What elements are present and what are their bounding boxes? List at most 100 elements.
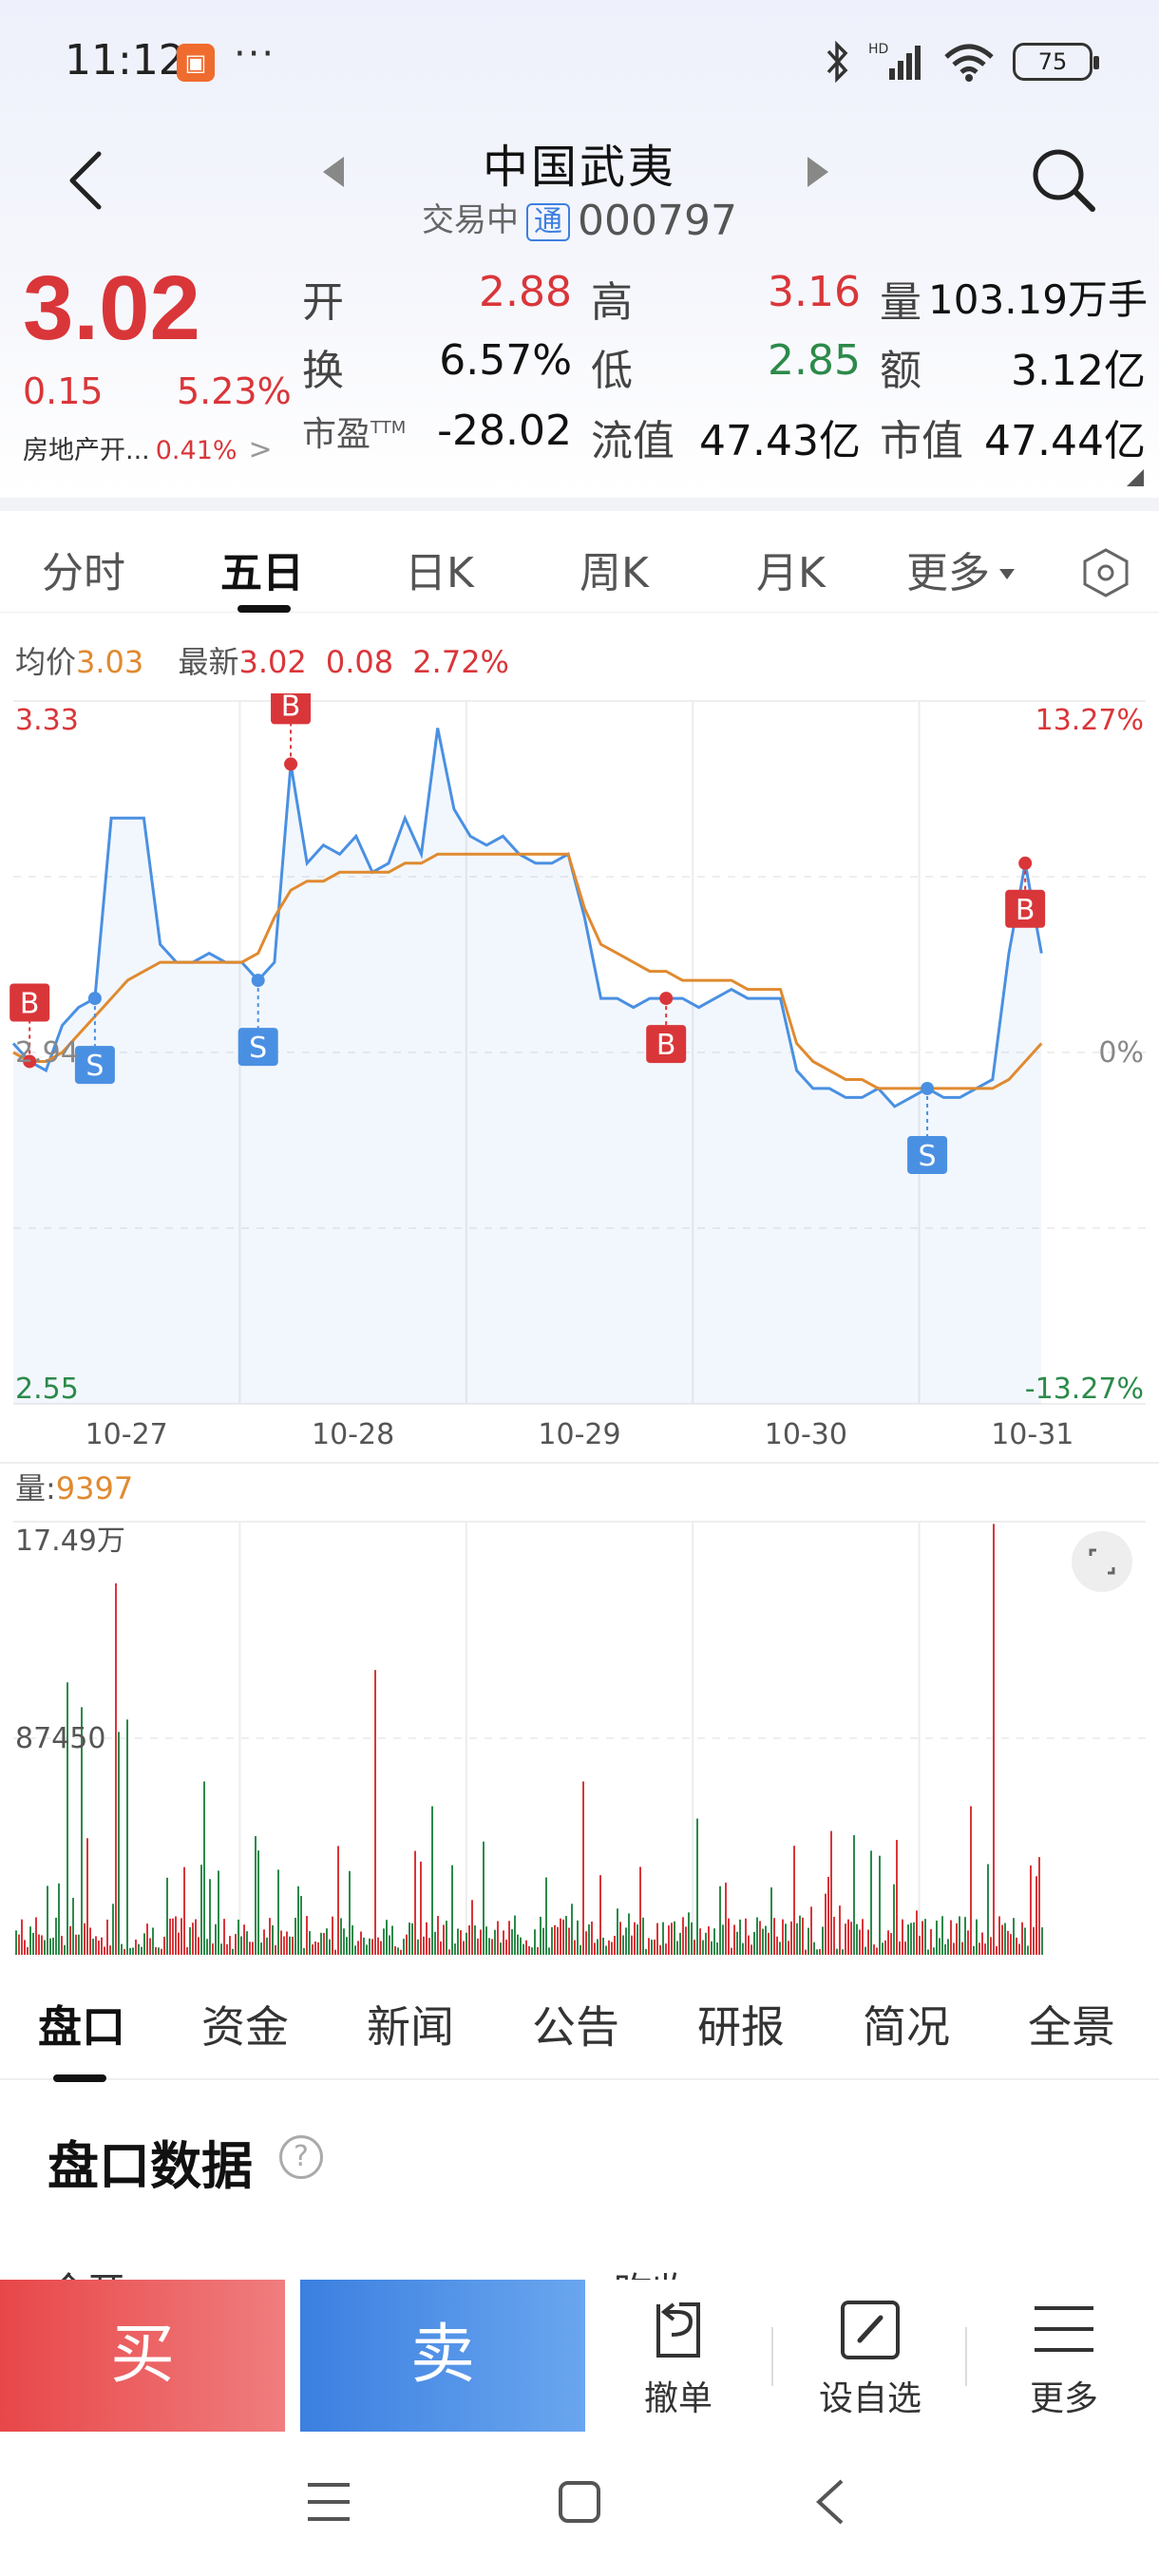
- trade-marker-badge: [10, 983, 50, 1022]
- volume-bar: [215, 1923, 217, 1955]
- volume-bar: [542, 1927, 544, 1955]
- volume-bar: [545, 1877, 547, 1955]
- volume-bar: [682, 1917, 684, 1955]
- volume-bar: [565, 1916, 567, 1955]
- tab-capital[interactable]: 资金: [201, 2001, 289, 2053]
- back-arrow-icon[interactable]: [57, 142, 124, 218]
- search-icon[interactable]: [1026, 142, 1102, 218]
- recents-icon[interactable]: [306, 2481, 352, 2523]
- volume-bar: [679, 1932, 681, 1955]
- battery-icon: 75: [1013, 43, 1099, 81]
- volume-bar: [819, 1949, 821, 1955]
- volume-bar: [953, 1942, 955, 1955]
- volume-bar: [38, 1934, 40, 1955]
- tab-news[interactable]: 新闻: [367, 2001, 454, 2053]
- mcap-value: 47.44亿: [984, 417, 1146, 465]
- volume-bar: [294, 1918, 296, 1955]
- volume-bar: [750, 1944, 752, 1955]
- tab-panorama[interactable]: 全景: [1028, 2001, 1115, 2053]
- top-panel: [0, 0, 1159, 494]
- tab-order-book[interactable]: 盘口: [38, 2001, 125, 2053]
- volume-bar: [391, 1925, 393, 1955]
- tab-research[interactable]: 研报: [697, 2001, 785, 2053]
- volume-bar: [981, 1932, 983, 1955]
- volume-bar: [867, 1929, 869, 1955]
- volume-bar: [198, 1937, 200, 1955]
- home-icon[interactable]: [557, 2479, 602, 2525]
- tab-more[interactable]: 更多: [906, 539, 1015, 599]
- tab-intraday[interactable]: 分时: [42, 549, 125, 597]
- system-nav-bar: [0, 2432, 1159, 2576]
- volume-bar: [366, 1944, 368, 1955]
- volume-bar: [329, 1939, 331, 1955]
- volume-bar: [135, 1939, 137, 1955]
- volume-bar: [463, 1941, 465, 1955]
- volume-bar: [882, 1942, 884, 1955]
- sector-name: 房地产开...: [23, 436, 150, 465]
- sell-button[interactable]: 卖: [300, 2280, 585, 2432]
- volume-bar: [95, 1936, 97, 1955]
- help-icon[interactable]: ?: [279, 2135, 323, 2179]
- volume-bar: [334, 1949, 336, 1955]
- volume-bar: [608, 1940, 610, 1955]
- buy-button[interactable]: 买: [0, 2280, 285, 2432]
- prev-stock-arrow-icon[interactable]: [323, 157, 344, 187]
- signal-icon: HD: [868, 42, 921, 80]
- x-tick-label: 10-30: [765, 1418, 847, 1451]
- expand-corner-icon[interactable]: [1127, 469, 1144, 486]
- volume-bar: [192, 1923, 194, 1955]
- trade-marker-dot: [23, 1054, 37, 1069]
- pe-label-text: 市盈: [302, 415, 371, 454]
- volume-bar: [240, 1936, 242, 1955]
- volume-bar: [423, 1936, 425, 1955]
- tab-five-day[interactable]: 五日: [220, 549, 304, 597]
- volume-bar: [360, 1931, 362, 1955]
- status-time: 11:12: [65, 36, 185, 85]
- volume-bar: [163, 1937, 165, 1955]
- volume-row-label: 量: [15, 1470, 47, 1506]
- tab-monthly-k[interactable]: 月K: [756, 549, 826, 597]
- volume-bar: [733, 1924, 735, 1955]
- volume-bar: [252, 1941, 254, 1955]
- volume-bar: [611, 1941, 613, 1955]
- tab-daily-k[interactable]: 日K: [405, 549, 474, 597]
- chart-settings-icon[interactable]: [1079, 546, 1132, 599]
- tab-announcements[interactable]: 公告: [532, 2001, 619, 2053]
- tab-profile[interactable]: 简况: [863, 2001, 950, 2053]
- volume-bar: [238, 1919, 239, 1955]
- volume-bar: [377, 1937, 379, 1955]
- volume-bar: [904, 1941, 906, 1955]
- tab-weekly-k[interactable]: 周K: [580, 549, 649, 597]
- tong-badge: 通: [526, 203, 571, 241]
- chevron-right-icon: >: [248, 433, 273, 466]
- volume-bar: [574, 1940, 576, 1955]
- volume-bar: [862, 1919, 864, 1955]
- volume-bar: [884, 1940, 886, 1955]
- volume-bar: [936, 1920, 938, 1955]
- avg-value: 3.03: [76, 644, 144, 680]
- latest-label: 最新: [178, 644, 239, 680]
- volume-bar: [696, 1818, 698, 1955]
- volume-bar: [226, 1943, 228, 1955]
- mcap-label: 市值: [880, 417, 963, 465]
- volume-bar: [950, 1920, 952, 1955]
- volume-bar: [614, 1936, 616, 1955]
- volume-bar: [642, 1917, 644, 1955]
- volume-bar: [66, 1682, 68, 1955]
- next-stock-arrow-icon[interactable]: [808, 157, 828, 187]
- volume-bar: [1036, 1876, 1037, 1955]
- price-area: [13, 728, 1042, 1404]
- fullscreen-icon[interactable]: [1072, 1531, 1132, 1592]
- y-pct-bottom: -13.27%: [1025, 1373, 1144, 1406]
- five-day-chart[interactable]: B S S B B S B 3.33 2.94 2.55 13.27% 0% -13.27% 10-27 1…: [0, 693, 1159, 1957]
- nav-back-icon[interactable]: [813, 2477, 847, 2527]
- add-watchlist-button[interactable]: 设自选: [785, 2299, 956, 2422]
- volume-bar: [446, 1921, 447, 1955]
- volume-bar: [158, 1947, 160, 1955]
- more-actions-button[interactable]: 更多: [978, 2299, 1150, 2422]
- volume-bar: [126, 1719, 128, 1955]
- volume-bar: [386, 1920, 388, 1955]
- sector-link[interactable]: 房地产开... 0.41% >: [23, 429, 273, 466]
- volume-bar: [896, 1840, 898, 1955]
- cancel-order-button[interactable]: 撤单: [593, 2299, 764, 2422]
